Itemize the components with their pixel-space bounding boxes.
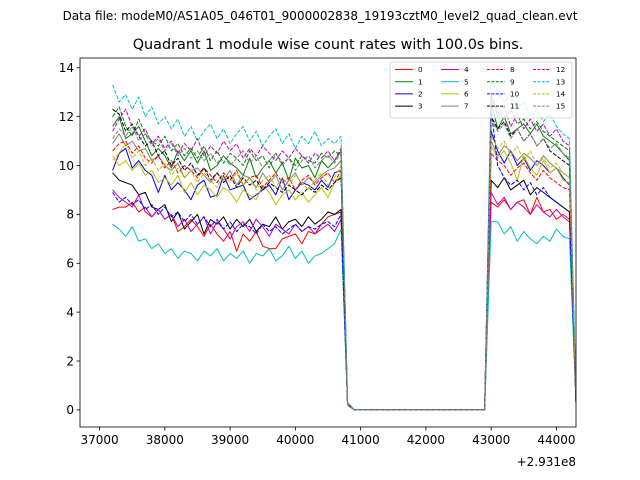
legend-label-15: 15: [556, 102, 565, 111]
plot-frame: [79, 57, 577, 428]
legend-label-2: 2: [418, 90, 423, 99]
legend-label-14: 14: [556, 90, 566, 99]
x-tick-label: 39000: [211, 433, 249, 447]
legend-label-10: 10: [510, 90, 520, 99]
legend-label-6: 6: [464, 90, 469, 99]
x-tick-label: 40000: [276, 433, 314, 447]
legend-label-3: 3: [418, 102, 423, 111]
x-tick-label: 41000: [342, 433, 380, 447]
legend-label-8: 8: [510, 65, 515, 74]
y-tick-label: 8: [66, 208, 74, 222]
y-tick-label: 14: [59, 61, 74, 75]
y-tick-label: 10: [59, 159, 74, 173]
y-axis: 0 2 4 6 8 10 12 14: [59, 61, 80, 417]
legend-label-13: 13: [556, 77, 565, 86]
y-tick-label: 0: [66, 403, 74, 417]
legend-label-11: 11: [510, 102, 519, 111]
y-tick-label: 6: [66, 257, 74, 271]
legend-frame: [389, 61, 573, 119]
y-tick-label: 4: [66, 305, 74, 319]
x-tick-label: 38000: [146, 433, 184, 447]
y-tick-label: 12: [59, 110, 74, 124]
legend-label-0: 0: [418, 65, 423, 74]
series-line-10: [112, 108, 576, 411]
suptitle: Data file: modeM0/AS1A05_046T01_90000028…: [63, 9, 578, 23]
x-tick-label: 37000: [80, 433, 118, 447]
x-offset-label: +2.931e8: [517, 455, 576, 469]
series-layer: [112, 79, 576, 411]
legend-label-5: 5: [464, 77, 469, 86]
legend-label-12: 12: [556, 65, 565, 74]
x-tick-label: 42000: [407, 433, 445, 447]
legend-label-7: 7: [464, 102, 469, 111]
x-tick-label: 44000: [537, 433, 575, 447]
y-tick-label: 2: [66, 354, 74, 368]
legend-label-4: 4: [464, 65, 469, 74]
chart-title: Quadrant 1 module wise count rates with …: [133, 37, 524, 53]
x-tick-label: 43000: [472, 433, 510, 447]
legend-label-9: 9: [510, 77, 515, 86]
x-axis: 37000 38000 39000 40000 41000 42000 43000 44000: [80, 427, 576, 447]
series-line-14: [112, 135, 576, 411]
legend-label-1: 1: [418, 77, 423, 86]
